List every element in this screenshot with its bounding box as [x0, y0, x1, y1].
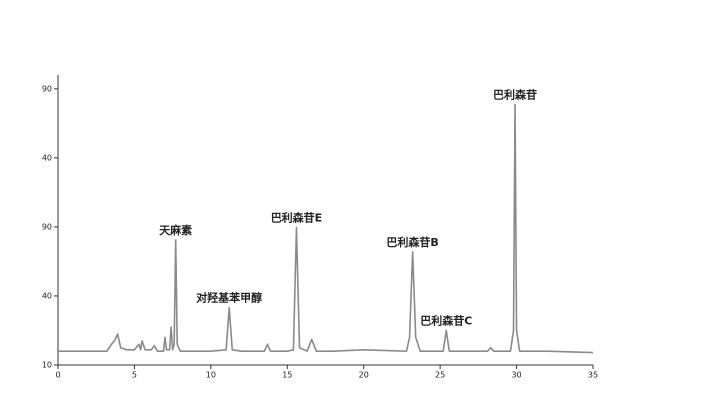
- x-tick-label: 0: [55, 371, 60, 380]
- trace: [58, 103, 594, 354]
- y-tick-label: 40: [42, 153, 52, 162]
- peak-label: 巴利森苷C: [420, 313, 472, 327]
- peak-label: 对羟基苯甲醇: [196, 291, 262, 305]
- x-tick-label: 20: [359, 371, 369, 380]
- y-tick-label: 40: [42, 291, 52, 300]
- y-tick-label: 10: [42, 361, 52, 370]
- x-tick-label: 5: [132, 371, 137, 380]
- x-tick-label: 25: [435, 371, 445, 380]
- peak-label: 巴利森苷B: [386, 235, 438, 249]
- x-tick-label: 35: [588, 371, 598, 380]
- y-tick-label: 90: [42, 84, 52, 93]
- peak-label: 巴利森苷: [493, 88, 537, 102]
- x-tick-label: 15: [282, 371, 292, 380]
- x-tick-label: 10: [206, 371, 216, 380]
- y-tick-label: 90: [42, 222, 52, 231]
- x-tick-label: 30: [511, 371, 521, 380]
- peak-label: 天麻素: [159, 223, 192, 237]
- peak-label: 巴利森苷E: [271, 211, 323, 225]
